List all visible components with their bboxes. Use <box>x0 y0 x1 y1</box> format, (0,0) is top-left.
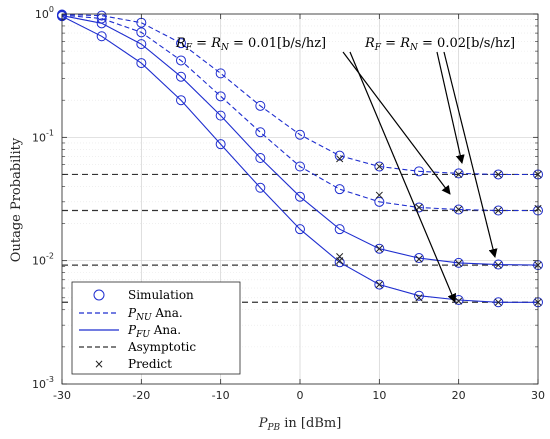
simulation-point <box>374 243 385 254</box>
simulation-point <box>374 161 385 172</box>
simulation-point <box>215 68 226 79</box>
simulation-point <box>96 31 107 42</box>
simulation-point <box>255 100 266 111</box>
pnu-curve <box>61 13 538 176</box>
simulation-point <box>176 71 186 82</box>
predict-point <box>455 259 463 267</box>
simulation-point <box>453 168 464 179</box>
legend-entry-pnu: PNU Ana. <box>79 306 183 323</box>
simulation-point <box>374 279 385 290</box>
simulation-point <box>414 166 424 177</box>
legend: Simulation PNU Ana. PFU Ana. Asymptotic … <box>71 281 241 375</box>
legend-label-predict: Predict <box>128 357 172 371</box>
simulation-point <box>453 204 464 215</box>
simulation-point <box>96 10 107 21</box>
simulation-point <box>493 297 504 308</box>
legend-label-simulation: Simulation <box>128 288 194 302</box>
x-tick-label: 30 <box>531 389 545 402</box>
simulation-point <box>176 55 186 66</box>
simulation-point <box>334 150 345 161</box>
simulation-point <box>414 290 424 301</box>
axis-ticks <box>61 13 539 385</box>
legend-label-pfu: PFU Ana. <box>127 323 181 340</box>
simulation-point <box>176 95 186 106</box>
simulation-point <box>176 38 186 49</box>
simulation-point <box>215 110 226 121</box>
legend-entry-pfu: PFU Ana. <box>79 323 181 340</box>
predict-point <box>494 298 502 306</box>
simulation-point <box>295 161 305 172</box>
y-tick-label: 10-1 <box>32 128 54 144</box>
arrow-001-to-near <box>342 51 451 195</box>
y-tick-label: 10-2 <box>32 252 54 268</box>
legend-circle-icon <box>93 289 105 301</box>
y-axis-label: Outage Probability <box>9 137 24 262</box>
simulation-point <box>136 39 147 50</box>
predict-point <box>455 297 463 305</box>
legend-entry-asymptotic: Asymptotic <box>79 340 196 354</box>
simulation-point <box>374 196 385 207</box>
simulation-point <box>215 91 226 102</box>
simulation-point <box>255 182 266 193</box>
predict-point <box>455 205 463 214</box>
simulation-point <box>334 257 345 268</box>
arrow-002-to-far <box>443 51 498 258</box>
simulation-point <box>295 129 305 140</box>
annotations: RF = RN = 0.01[b/s/hz] RF = RN = 0.02[b/… <box>175 36 515 303</box>
legend-entry-predict: × Predict <box>94 357 172 371</box>
predict-point <box>415 294 423 302</box>
predict-markers <box>336 155 542 306</box>
predict-point <box>455 170 463 179</box>
simulation-point <box>493 205 504 216</box>
simulation-point <box>334 224 345 235</box>
x-axis-label: PPB in [dBm] <box>258 416 342 433</box>
legend-label-asymptotic: Asymptotic <box>127 340 196 354</box>
simulation-point <box>493 259 504 270</box>
x-tick-label: -20 <box>132 389 150 402</box>
x-tick-label: -10 <box>212 389 230 402</box>
simulation-point <box>255 127 266 138</box>
predict-point <box>415 255 423 263</box>
simulation-point <box>215 139 226 150</box>
x-tick-label: 0 <box>297 389 304 402</box>
y-tick-label: 10-3 <box>32 375 54 391</box>
simulation-point <box>414 202 424 213</box>
x-tick-label: -30 <box>53 389 71 402</box>
simulation-point <box>96 18 107 29</box>
simulation-point <box>334 184 345 195</box>
annotation-rate-001: RF = RN = 0.01[b/s/hz] <box>175 36 326 53</box>
simulation-point <box>136 27 147 38</box>
predict-point <box>336 257 344 265</box>
x-tick-label: 10 <box>372 389 386 402</box>
simulation-point <box>453 257 464 268</box>
predict-point <box>375 162 383 171</box>
x-tick-label: 20 <box>452 389 466 402</box>
predict-point <box>415 203 423 212</box>
y-tick-label: 100 <box>35 5 54 21</box>
simulation-point <box>414 253 424 264</box>
predict-point <box>494 261 502 269</box>
predict-point <box>494 206 502 215</box>
predict-point <box>494 170 502 179</box>
arrow-002-to-near <box>436 51 465 164</box>
simulation-point <box>493 169 504 180</box>
annotation-rate-002: RF = RN = 0.02[b/s/hz] <box>364 36 515 53</box>
legend-entry-simulation: Simulation <box>93 288 194 302</box>
legend-cross-icon: × <box>94 357 104 371</box>
pfu-curve <box>61 15 538 303</box>
predict-point <box>375 191 383 199</box>
predict-point <box>375 245 383 253</box>
legend-box <box>71 281 241 375</box>
legend-label-pnu: PNU Ana. <box>127 306 183 323</box>
arrow-001-to-far <box>349 51 457 303</box>
simulation-point <box>136 58 147 69</box>
simulation-point <box>295 224 305 235</box>
predict-point <box>336 155 344 163</box>
tick-labels: 10-3 10-2 10-1 100 -30 -20 -10 0 10 20 30 <box>32 5 545 402</box>
simulation-point <box>255 152 266 163</box>
simulation-point <box>295 191 305 202</box>
predict-point <box>375 281 383 289</box>
